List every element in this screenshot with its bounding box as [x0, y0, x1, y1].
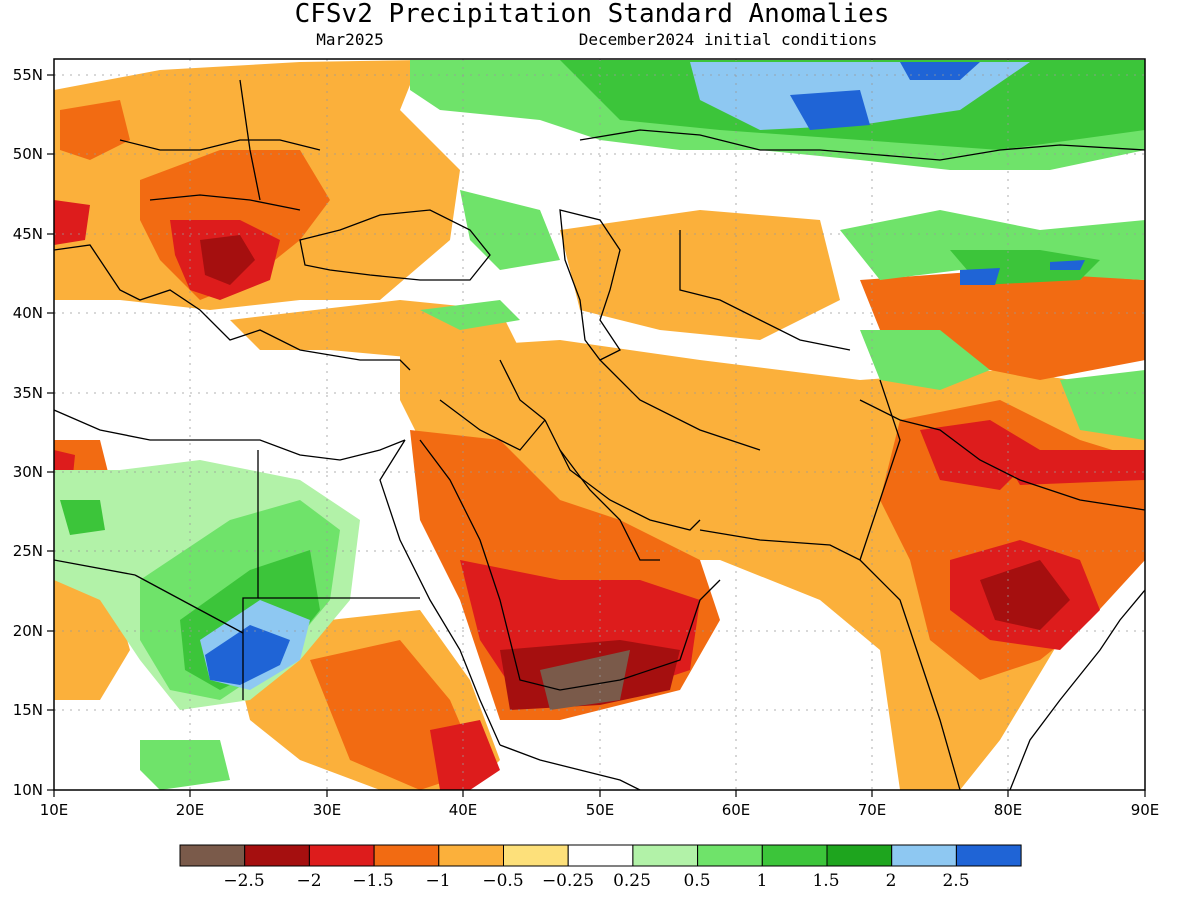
coastlines: [54, 79, 1145, 790]
lat-label: 30N: [13, 463, 43, 481]
legend-color-box: [567, 844, 634, 867]
lat-label: 15N: [13, 701, 43, 719]
graticule: [54, 59, 1145, 790]
lat-label: 45N: [13, 225, 43, 243]
legend-label: 2: [886, 871, 897, 891]
legend-color-box: [373, 844, 440, 867]
lat-label: 55N: [13, 66, 43, 84]
legend-tick-labels: −2.5 −2 −1.5 −1 −0.5 −0.25 0.25 0.5 1 1.…: [223, 871, 969, 891]
valid-month-label: Mar2025: [316, 30, 383, 49]
legend-color-box: [308, 844, 375, 867]
legend-color-box: [826, 844, 893, 867]
legend-color-box: [891, 844, 957, 867]
legend-label: −2.5: [223, 871, 264, 891]
legend-label: 0.5: [683, 871, 710, 891]
figure-title: CFSv2 Precipitation Standard Anomalies: [295, 0, 890, 29]
legend-label: 1.5: [812, 871, 839, 891]
legend-label: −1.5: [352, 871, 393, 891]
legend-label: 2.5: [942, 871, 969, 891]
lat-label: 40N: [13, 304, 43, 322]
lon-label: 70E: [858, 801, 887, 819]
legend-color-box: [244, 844, 310, 867]
lon-label: 80E: [994, 801, 1023, 819]
color-legend: −2.5 −2 −1.5 −1 −0.5 −0.25 0.25 0.5 1 1.…: [179, 844, 1022, 891]
lon-labels: 10E 20E 30E 40E 50E 60E 70E 80E 90E: [40, 801, 1160, 819]
legend-color-box: [697, 844, 763, 867]
lat-labels: 55N 50N 45N 40N 35N 30N 25N 20N 15N 10N: [13, 66, 43, 799]
legend-color-box: [179, 844, 246, 867]
legend-label: −0.5: [482, 871, 523, 891]
legend-label: −1: [425, 871, 450, 891]
lon-label: 50E: [586, 801, 615, 819]
legend-label: −2: [296, 871, 321, 891]
lon-label: 40E: [449, 801, 478, 819]
tick-marks: [47, 74, 1146, 797]
lat-label: 20N: [13, 622, 43, 640]
anomaly-field: [54, 59, 1145, 790]
legend-color-box: [503, 844, 569, 867]
legend-label: 0.25: [613, 871, 651, 891]
lon-label: 20E: [176, 801, 205, 819]
legend-label: 1: [757, 871, 768, 891]
init-conditions-label: December2024 initial conditions: [579, 30, 878, 49]
lat-label: 50N: [13, 145, 43, 163]
lon-label: 30E: [313, 801, 342, 819]
lon-label: 90E: [1131, 801, 1160, 819]
lat-label: 25N: [13, 542, 43, 560]
legend-color-boxes: [179, 844, 1022, 867]
legend-color-box: [632, 844, 699, 867]
lon-label: 10E: [40, 801, 69, 819]
legend-color-box: [955, 844, 1022, 867]
lat-label: 10N: [13, 781, 43, 799]
legend-color-box: [438, 844, 504, 867]
lon-label: 60E: [722, 801, 751, 819]
legend-color-box: [761, 844, 828, 867]
lat-label: 35N: [13, 384, 43, 402]
legend-label: −0.25: [542, 871, 594, 891]
